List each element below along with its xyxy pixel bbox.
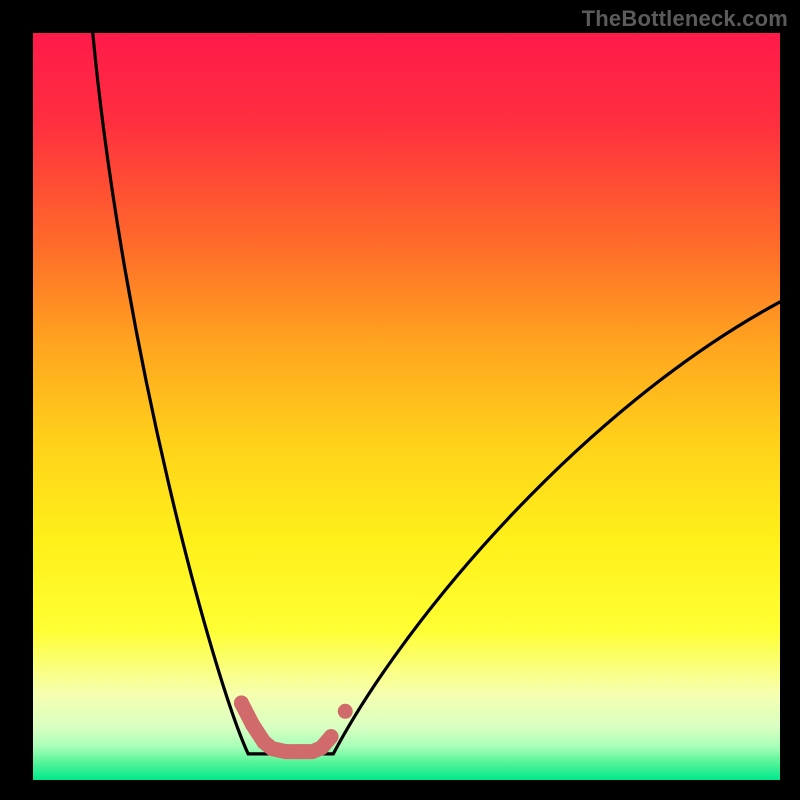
marker-dot	[245, 717, 260, 732]
gradient-background	[33, 33, 780, 780]
marker-dot-isolated	[338, 704, 353, 719]
watermark-text: TheBottleneck.com	[582, 6, 788, 32]
marker-dot	[324, 729, 339, 744]
marker-dot	[234, 696, 249, 711]
marker-dot	[265, 741, 280, 756]
chart-svg	[33, 33, 780, 780]
plot-area	[33, 33, 780, 780]
marker-dot	[291, 744, 306, 759]
marker-dot	[278, 744, 293, 759]
